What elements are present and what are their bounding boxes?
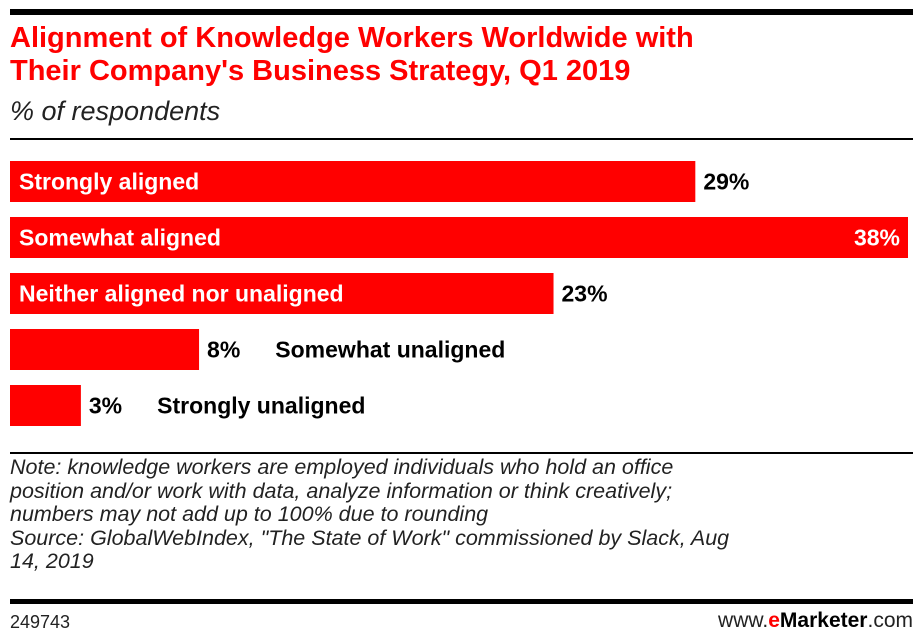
chart-title: Alignment of Knowledge Workers Worldwide… [10, 22, 913, 88]
brand-name: Marketer [779, 609, 868, 632]
category-label: Neither aligned nor unaligned [19, 281, 344, 307]
value-label: 8% [207, 337, 240, 363]
category-label: Somewhat unaligned [275, 337, 505, 363]
chart-subtitle: % of respondents [10, 96, 221, 126]
footer-divider [10, 452, 913, 454]
source-line: 14, 2019 [10, 549, 94, 573]
value-label: 3% [89, 393, 122, 419]
top-rule [10, 9, 913, 15]
value-label: 23% [562, 281, 608, 307]
bar [10, 385, 81, 426]
header-divider [10, 138, 913, 140]
brand-suffix: .com [867, 609, 913, 632]
note-line: numbers may not add up to 100% due to ro… [10, 502, 489, 526]
brand-e: e [768, 609, 780, 632]
value-label: 38% [854, 225, 900, 251]
bar [10, 161, 696, 202]
category-label: Strongly unaligned [157, 393, 365, 419]
brand-prefix: www. [718, 609, 769, 632]
value-label: 29% [703, 169, 749, 195]
bottom-rule [10, 599, 913, 604]
note-line: Note: knowledge workers are employed ind… [10, 455, 674, 479]
brand-link[interactable]: www.eMarketer.com [718, 609, 913, 633]
category-label: Strongly aligned [19, 169, 199, 195]
chart-note: Note: knowledge workers are employed ind… [10, 455, 913, 574]
source-line: Source: GlobalWebIndex, "The State of Wo… [10, 525, 730, 550]
category-label: Somewhat aligned [19, 225, 221, 251]
bar [10, 329, 200, 370]
title-line-1: Alignment of Knowledge Workers Worldwide… [10, 22, 694, 54]
chart-id: 249743 [10, 612, 71, 632]
bar [10, 273, 554, 314]
bar-chart: Strongly aligned 29% Somewhat aligned 38% Ne… [10, 161, 908, 426]
title-line-2: Their Company's Business Strategy, Q1 20… [10, 55, 631, 87]
bar [10, 217, 908, 258]
note-line: position and/or work with data, analyze … [10, 478, 673, 503]
